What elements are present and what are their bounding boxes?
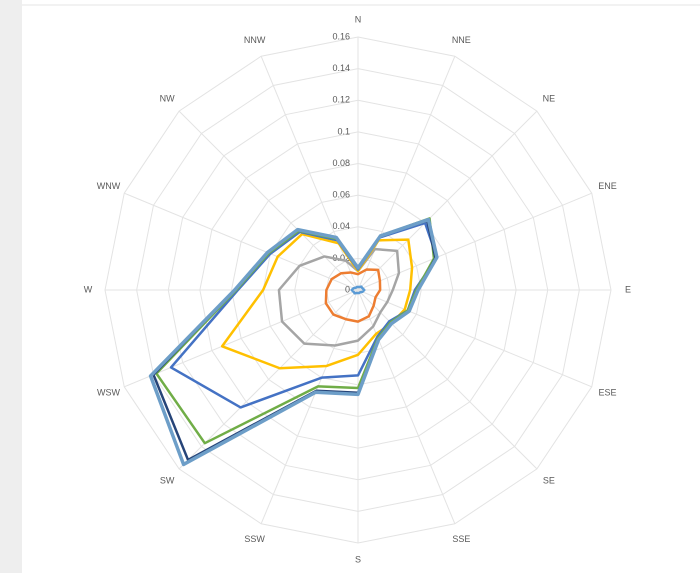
r-tick-label: 0.12: [332, 95, 350, 105]
category-label: ENE: [598, 181, 617, 191]
r-tick-label: 0.08: [332, 158, 350, 168]
category-label: NW: [160, 93, 175, 103]
r-tick-label: 0.06: [332, 190, 350, 200]
category-label: NNW: [244, 35, 266, 45]
category-label: NNE: [452, 35, 471, 45]
grid-ring: [167, 99, 549, 481]
series-line: [220, 232, 414, 370]
category-label: E: [625, 284, 631, 294]
r-tick-label: 0.16: [332, 31, 350, 41]
r-tick-label: 0.1: [337, 126, 350, 136]
series-line: [350, 285, 366, 295]
grid-ring: [136, 68, 580, 512]
category-label: S: [355, 554, 361, 564]
r-tick-label: 0.02: [332, 253, 350, 263]
grid-ring: [199, 131, 517, 449]
grid-ring: [230, 162, 486, 418]
category-label: NE: [543, 93, 556, 103]
category-label: SSW: [244, 534, 265, 544]
r-tick-label: 0: [345, 284, 350, 294]
category-label: SW: [160, 475, 175, 485]
r-tick-label: 0.14: [332, 63, 350, 73]
category-label: WNW: [97, 181, 121, 191]
side-strip: [0, 0, 22, 573]
category-label: N: [355, 14, 362, 24]
r-tick-label: 0.04: [332, 221, 350, 231]
series-line: [148, 217, 439, 467]
series-line: [324, 268, 382, 323]
grid-ring: [104, 36, 612, 544]
category-label: SE: [543, 475, 555, 485]
category-label: SSE: [452, 534, 470, 544]
series-line: [277, 247, 401, 347]
category-label: WSW: [97, 388, 120, 398]
category-label: W: [84, 284, 93, 294]
category-label: ESE: [598, 388, 616, 398]
